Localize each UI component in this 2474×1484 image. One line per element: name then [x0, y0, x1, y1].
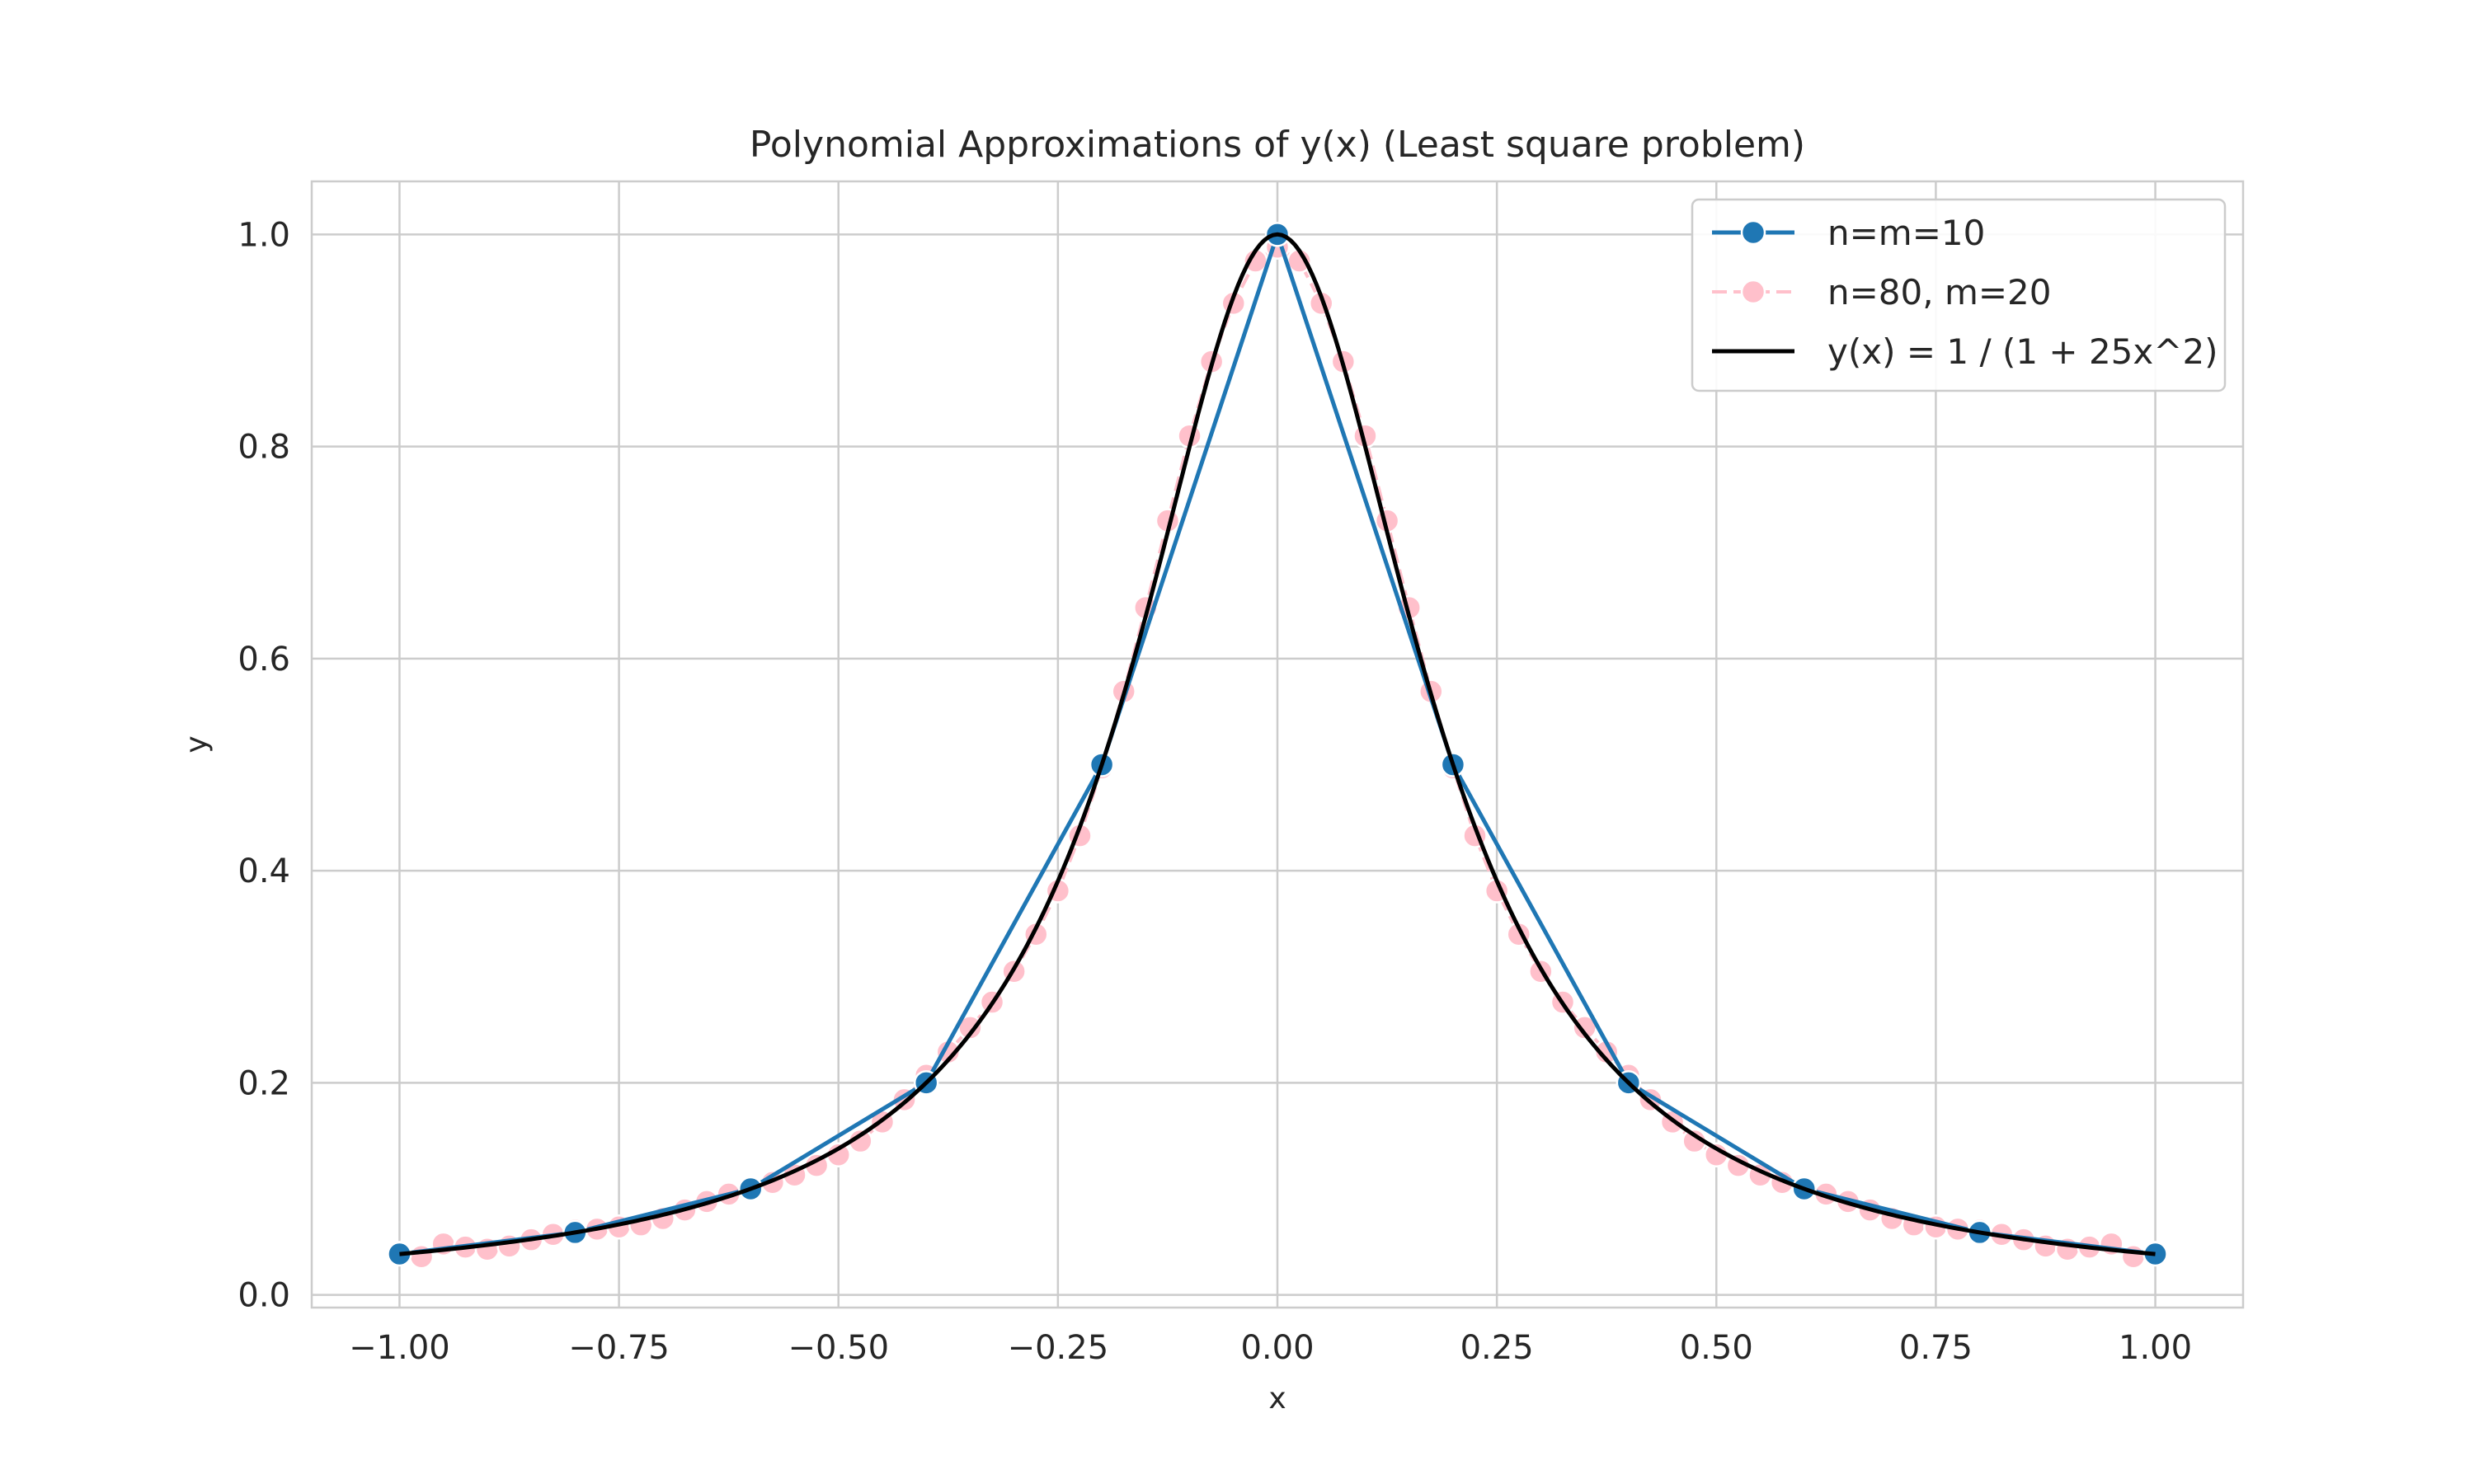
legend-marker-1: [1740, 219, 1766, 246]
chart-title: Polynomial Approximations of y(x) (Least…: [750, 124, 1805, 166]
legend-label-3: y(x) = 1 / (1 + 25x^2): [1827, 331, 2218, 372]
x-tick-label: 0.00: [1240, 1329, 1314, 1367]
series: [387, 222, 2168, 1270]
y-tick-label: 0.8: [238, 429, 290, 467]
legend: n=m=10 n=80, m=20 y(x) = 1 / (1 + 25x^2): [1691, 198, 2227, 392]
x-tick-label: 1.00: [2119, 1329, 2192, 1367]
legend-label-1: n=m=10: [1827, 213, 1985, 253]
x-tick-label: 0.25: [1460, 1329, 1534, 1367]
x-tick-label: −0.75: [568, 1329, 670, 1367]
x-tick-label: −0.50: [788, 1329, 889, 1367]
series-3-line: [399, 232, 2156, 1256]
y-tick-label: 0.6: [238, 641, 290, 679]
x-tick-label: −0.25: [1008, 1329, 1109, 1367]
legend-marker-2: [1740, 279, 1766, 305]
y-axis-label: y: [180, 735, 214, 753]
x-tick-label: 0.50: [1680, 1329, 1753, 1367]
y-tick-label: 0.2: [238, 1064, 290, 1102]
y-tick-label: 1.0: [238, 216, 290, 254]
x-axis-label: x: [1268, 1382, 1286, 1416]
grid: [312, 181, 2243, 1308]
y-tick-label: 0.4: [238, 852, 290, 890]
x-tick-label: 0.75: [1899, 1329, 1973, 1367]
y-tick-label: 0.0: [238, 1277, 290, 1315]
legend-box: [1691, 198, 2227, 392]
legend-label-2: n=80, m=20: [1827, 272, 2052, 312]
plot-frame: [310, 180, 2245, 1309]
x-tick-label: −1.00: [349, 1329, 450, 1367]
tick-labels: −1.00 −0.75 −0.50 −0.25 0.00 0.25 0.50 0.75 1.00…: [238, 216, 2192, 1367]
